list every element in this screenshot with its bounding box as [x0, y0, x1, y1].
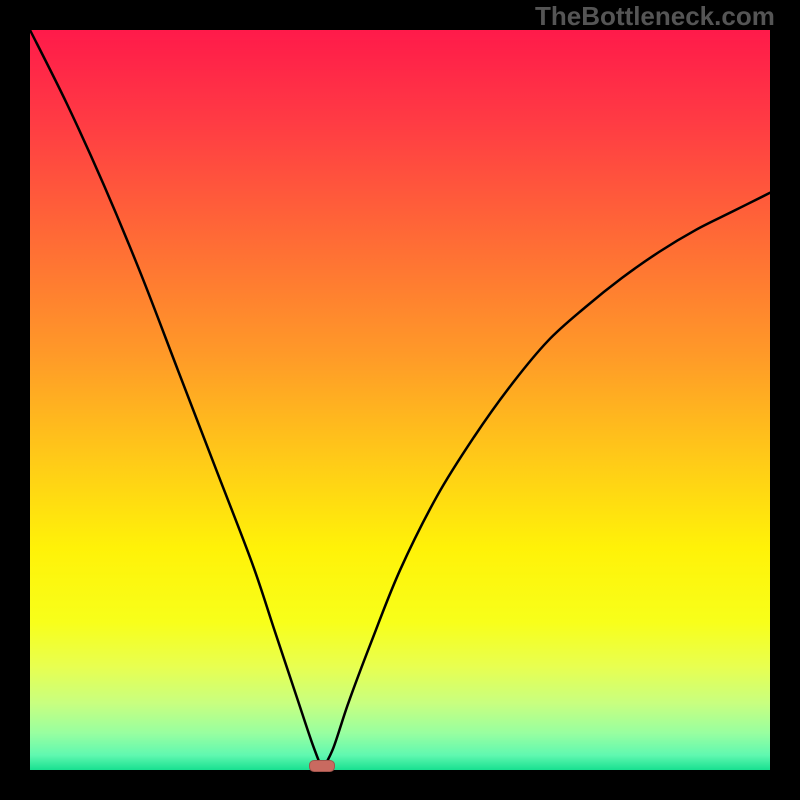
- optimal-point-marker: [309, 760, 335, 772]
- bottleneck-curve: [0, 0, 800, 800]
- watermark-text: TheBottleneck.com: [535, 3, 775, 29]
